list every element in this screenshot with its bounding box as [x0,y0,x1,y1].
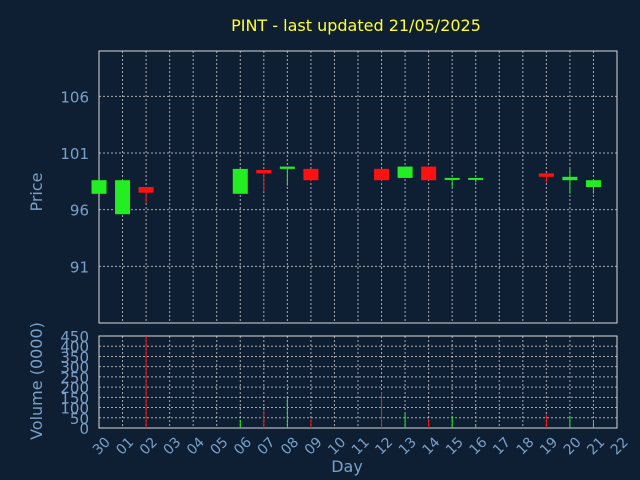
day-tick-label: 13 [396,434,420,458]
volume-tick-label: 300 [60,359,89,377]
candle-body [279,166,295,169]
volume-axis-label: Volume (0000) [27,322,46,440]
volume-tick-label: 350 [60,348,89,366]
day-tick-label: 02 [137,434,161,458]
price-tick-label: 96 [70,202,89,220]
day-tick-label: 08 [278,434,302,458]
candle-body [374,168,390,181]
candle-body [444,177,460,180]
day-tick-label: 19 [537,434,561,458]
day-tick-label: 15 [443,434,467,458]
day-tick-label: 05 [208,434,232,458]
candle-body [397,166,413,178]
volume-tick-label: 400 [60,338,89,356]
candle-body [421,166,437,181]
day-tick-label: 04 [184,434,208,458]
candle-body [538,173,554,177]
day-tick-label: 16 [467,434,491,458]
day-tick-label: 09 [302,434,326,458]
candle-body [468,177,484,180]
day-axis-label: Day [331,457,363,476]
day-tick-label: 14 [419,434,443,458]
day-tick-label: 11 [349,434,373,458]
candle-body [232,168,248,194]
day-tick-label: 12 [372,434,396,458]
candle-body [115,180,131,215]
candle-body [91,180,107,194]
candle-body [138,187,154,193]
day-tick-label: 18 [514,434,538,458]
price-axis-label: Price [27,172,46,211]
volume-tick-label: 250 [60,369,89,387]
volume-tick-label: 0 [79,420,89,438]
price-tick-label: 101 [60,145,89,163]
day-tick-label: 07 [255,434,279,458]
volume-tick-label: 200 [60,379,89,397]
day-tick-label: 22 [608,434,632,458]
candle-body [562,176,578,181]
day-tick-label: 17 [490,434,514,458]
volume-tick-label: 50 [70,410,89,428]
volume-plot-frame [98,335,618,429]
chart-title: PINT - last updated 21/05/2025 [231,16,481,35]
day-tick-label: 10 [325,434,349,458]
day-tick-label: 06 [231,434,255,458]
day-tick-label: 30 [90,434,114,458]
day-tick-label: 01 [113,434,137,458]
price-tick-label: 106 [60,88,89,106]
day-tick-label: 03 [160,434,184,458]
volume-tick-label: 450 [60,328,89,346]
price-tick-label: 91 [70,258,89,276]
volume-tick-label: 100 [60,400,89,418]
candle-body [256,170,272,174]
price-panel: 91 96 101 106 [60,50,618,324]
volume-tick-label: 150 [60,389,89,407]
day-tick-label: 21 [584,434,608,458]
candle-body [303,168,319,181]
candle-body [585,180,601,187]
day-tick-label: 20 [561,434,585,458]
